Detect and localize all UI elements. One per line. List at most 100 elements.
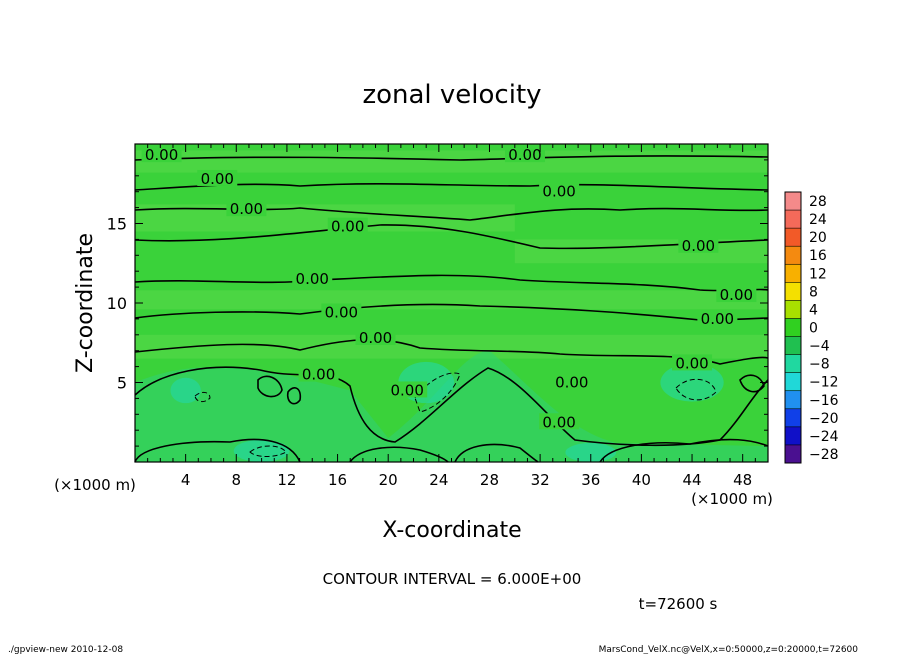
colorbar-swatch — [785, 390, 801, 410]
band-minimum — [233, 439, 290, 462]
colorbar-label: 12 — [809, 266, 827, 282]
band-light — [514, 239, 768, 264]
contour-line — [134, 438, 301, 463]
y-tick-label: 15 — [107, 215, 127, 234]
colorbar-label: −8 — [809, 357, 830, 373]
x-tick-label: 20 — [379, 471, 398, 489]
contour-line-negative — [249, 445, 287, 457]
colorbar-label: 20 — [809, 230, 827, 246]
contour-line — [134, 274, 769, 292]
x-tick-label: 8 — [232, 471, 242, 489]
y-axis-label: Z-coordinate — [73, 233, 98, 373]
contour-label-bg — [697, 309, 738, 326]
colorbar-swatch — [785, 426, 801, 446]
colorbar-swatch — [785, 282, 801, 301]
contour-line-negative — [675, 378, 717, 401]
colorbar-swatch — [785, 354, 801, 373]
colorbar-label: 24 — [809, 212, 827, 228]
contour-line-negative — [194, 391, 211, 403]
y-tick-label: 5 — [117, 374, 127, 393]
colorbar-label: −12 — [809, 375, 839, 391]
contour-label: 0.00 — [508, 146, 541, 164]
contour-label-bg — [298, 365, 339, 382]
contour-label: 0.00 — [555, 374, 588, 392]
colorbar-swatch — [785, 228, 801, 247]
contour-line — [134, 155, 769, 161]
colorbar-label: 4 — [809, 302, 818, 318]
contour-labels: 0.00 0.000.000.000.000.000.000.000.000.00… — [141, 146, 757, 431]
x-tick-label: 36 — [581, 471, 600, 489]
contour-line — [286, 387, 302, 405]
x-tick-label: 12 — [277, 471, 296, 489]
colorbar-label: 28 — [809, 194, 827, 210]
x-tick-label: 32 — [531, 471, 550, 489]
x-tick-label: 24 — [429, 471, 448, 489]
colorbar-label: −28 — [809, 447, 839, 463]
plot-area: 0.00 0.000.000.000.000.000.000.000.000.00… — [107, 143, 769, 489]
contour-label: 0.00 — [542, 413, 575, 431]
time-text: t=72600 s — [639, 595, 718, 613]
contour-label: 0.00 — [390, 381, 423, 399]
contour-label: 0.00 — [325, 304, 358, 322]
contour-label-bg — [226, 200, 267, 217]
contour-label: 0.00 — [230, 200, 263, 218]
x-unit-label-left: (×1000 m) — [54, 476, 136, 494]
x-tick-label: 40 — [632, 471, 651, 489]
colorbar-frame — [784, 191, 802, 464]
x-axis-ticks: 4 8 12 16 20 24 28 32 36 40 44 48 — [147, 144, 756, 489]
contour-label-bg — [716, 286, 757, 303]
colorbar-label: −24 — [809, 429, 839, 445]
contour-label-bg — [292, 270, 333, 287]
contour-label-bg — [327, 217, 368, 234]
footer-left: ./gpview-new 2010-12-08 — [8, 645, 123, 654]
colorbar-swatch — [785, 210, 801, 229]
contour-label: 0.00 — [302, 366, 335, 384]
contour-label: 0.00 — [675, 354, 708, 372]
chart-title: zonal velocity — [362, 80, 541, 110]
colorbar-swatch — [785, 192, 801, 211]
contour-label-bg — [141, 146, 182, 163]
contour-label: 0.00 — [542, 183, 575, 201]
contour-label: 0.00 — [331, 218, 364, 236]
contour-label-bg — [678, 236, 719, 253]
contour-label: 0.00 — [720, 286, 753, 304]
contour-label-bg — [551, 373, 592, 390]
colorbar-swatch — [785, 336, 801, 355]
colorbar-swatch — [785, 246, 801, 265]
contour-line — [134, 338, 769, 365]
contour-line — [454, 443, 539, 463]
contour-label-bg — [672, 354, 713, 371]
contour-label-bg — [197, 169, 238, 186]
colorbar-label: −20 — [809, 411, 839, 427]
contour-line — [257, 375, 283, 398]
contour-line — [599, 438, 769, 463]
colorbar-swatch — [785, 264, 801, 283]
band-light — [135, 290, 768, 310]
footer-right: MarsCond_VelX.nc@VelX,x=0:50000,z=0:2000… — [599, 645, 859, 654]
x-tick-label: 28 — [480, 471, 499, 489]
y-tick-label: 10 — [107, 294, 127, 313]
colorbar-label: −4 — [809, 339, 830, 355]
colorbar: 28 24 20 16 12 8 4 0 −4 −8 −12 −16 −20 −24 −28 — [784, 191, 839, 464]
contour-line — [134, 224, 769, 250]
band-minimum — [660, 363, 724, 402]
band-negative — [135, 350, 768, 462]
contour-label: 0.00 — [359, 329, 392, 347]
x-tick-label: 4 — [181, 471, 191, 489]
colorbar-swatch — [785, 444, 801, 464]
contour-label-bg — [387, 381, 428, 398]
contour-label-bg — [504, 146, 545, 163]
colorbar-swatch — [785, 372, 801, 392]
band-minimum — [170, 377, 201, 404]
colorbar-label: 8 — [809, 284, 818, 300]
x-tick-label: 44 — [682, 471, 701, 489]
negative-contours — [194, 372, 717, 457]
x-axis-label: X-coordinate — [382, 518, 521, 543]
contour-label: 0.00 — [682, 237, 715, 255]
colorbar-label: 0 — [809, 321, 818, 337]
contour-label: 0.00 — [701, 310, 734, 328]
colorbar-swatch — [785, 408, 801, 428]
contour-label: 0.00 — [201, 170, 234, 188]
contour-label-bg — [355, 328, 396, 345]
contour-label-bg — [539, 182, 580, 199]
